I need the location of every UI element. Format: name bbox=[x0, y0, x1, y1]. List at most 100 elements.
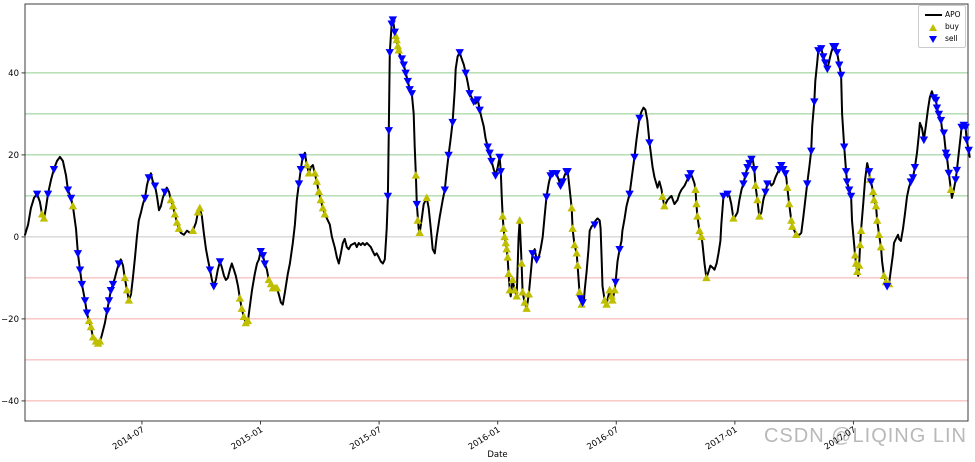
buy-signal-marker bbox=[787, 216, 796, 224]
sell-signal-marker bbox=[473, 96, 482, 104]
sell-signal-marker bbox=[258, 252, 268, 260]
sell-signal-marker bbox=[32, 190, 42, 199]
buy-signal-marker bbox=[415, 228, 424, 236]
sell-signal-marker bbox=[832, 49, 842, 57]
sell-signal-marker bbox=[645, 139, 654, 147]
buy-signal-marker bbox=[850, 250, 860, 259]
sell-signal-marker bbox=[590, 221, 599, 229]
buy-signal-marker bbox=[792, 230, 801, 239]
buy-signal-marker bbox=[413, 216, 422, 224]
buy-signal-marker bbox=[854, 261, 864, 269]
x-tick-label: 2016-01 bbox=[467, 425, 502, 452]
buy-signal-marker bbox=[946, 185, 956, 193]
buy-signal-marker bbox=[691, 185, 700, 193]
legend-label-apo: APO bbox=[945, 10, 961, 20]
watermark: CSDN @LIQING LIN bbox=[763, 425, 967, 447]
sell-signal-marker bbox=[80, 297, 90, 305]
buy-signal-marker bbox=[510, 285, 519, 294]
sell-signal-marker bbox=[931, 96, 941, 105]
buy-signal-marker bbox=[575, 287, 584, 296]
buy-signal-marker bbox=[504, 269, 513, 277]
sell-signal-marker bbox=[294, 180, 304, 188]
sell-signal-marker bbox=[388, 16, 398, 24]
sell-signal-marker bbox=[934, 110, 944, 119]
buy-signal-marker bbox=[784, 199, 794, 208]
buy-signal-marker bbox=[524, 289, 533, 298]
sell-signal-marker bbox=[846, 192, 856, 201]
sell-signal-marker bbox=[140, 194, 150, 203]
buy-signal-marker bbox=[235, 294, 245, 302]
sell-signal-marker bbox=[936, 116, 946, 125]
sell-signal-marker bbox=[102, 307, 112, 316]
sell-signal-marker bbox=[215, 258, 225, 266]
buy-signal-marker bbox=[610, 285, 619, 294]
sell-signal-marker bbox=[495, 153, 504, 162]
sell-signal-marker bbox=[763, 180, 772, 188]
x-tick-label: 2017-07 bbox=[823, 425, 858, 452]
sell-signal-marker bbox=[106, 287, 116, 295]
sell-signal-marker bbox=[487, 157, 496, 166]
sell-signal-marker bbox=[485, 149, 494, 158]
y-tick-label: 40 bbox=[8, 69, 19, 79]
buy-signal-marker bbox=[312, 177, 321, 185]
x-tick-label: 2014-07 bbox=[111, 425, 146, 452]
sell-signal-marker bbox=[942, 153, 952, 162]
sell-signal-marker bbox=[104, 297, 114, 305]
sell-signal-marker bbox=[465, 90, 474, 98]
x-tick-label: 2015-01 bbox=[230, 425, 265, 452]
buy-signal-marker bbox=[568, 224, 577, 232]
sell-signal-marker bbox=[835, 61, 844, 70]
buy-signal-marker bbox=[868, 187, 878, 195]
sell-signal-marker bbox=[761, 188, 770, 197]
sell-signal-marker bbox=[819, 53, 828, 61]
buy-signal-marker bbox=[304, 168, 314, 177]
sell-signal-marker bbox=[882, 282, 892, 291]
buy-signal-marker bbox=[501, 238, 510, 247]
sell-signal-marker bbox=[836, 71, 846, 80]
legend-entry-apo: APO bbox=[923, 9, 961, 21]
buy-signal-marker bbox=[391, 31, 400, 40]
sell-signal-marker bbox=[444, 151, 453, 160]
sell-signal-marker bbox=[821, 59, 830, 68]
buy-signal-marker bbox=[573, 261, 582, 269]
x-tick-label: 2017-01 bbox=[704, 425, 739, 452]
sell-signal-marker bbox=[802, 180, 812, 188]
buy-signal-marker bbox=[168, 201, 178, 210]
sell-signal-marker bbox=[932, 104, 942, 113]
buy-signal-marker bbox=[512, 291, 521, 300]
sell-signal-marker bbox=[816, 45, 826, 53]
legend-label-sell: sell bbox=[945, 34, 958, 44]
sell-signal-marker bbox=[403, 77, 412, 86]
buy-signal-marker bbox=[195, 203, 204, 212]
sell-signal-marker bbox=[209, 282, 218, 291]
legend-entry-sell: sell bbox=[923, 33, 961, 45]
buy-signal-marker bbox=[874, 230, 884, 239]
buy-signal-marker bbox=[243, 316, 253, 325]
buy-signal-marker bbox=[508, 275, 517, 284]
sell-signal-marker bbox=[205, 266, 215, 275]
buy-signal-marker bbox=[522, 304, 531, 312]
buy-signal-marker bbox=[702, 273, 711, 282]
buy-signal-marker bbox=[695, 226, 704, 234]
sell-signal-marker bbox=[961, 123, 970, 132]
buy-signal-marker bbox=[393, 41, 403, 50]
sell-signal-marker bbox=[475, 106, 484, 115]
buy-signal-marker bbox=[753, 195, 762, 204]
buy-signal-marker bbox=[567, 203, 576, 212]
buy-signal-marker bbox=[570, 240, 579, 249]
buy-signal-marker bbox=[879, 271, 889, 280]
sell-signal-marker bbox=[461, 69, 470, 78]
sell-signal-marker bbox=[82, 309, 92, 318]
buy-signal-marker bbox=[411, 170, 421, 179]
buy-signal-marker bbox=[394, 45, 403, 54]
sell-signal-marker bbox=[552, 170, 561, 178]
buy-signal-marker bbox=[788, 222, 797, 230]
buy-signal-marker bbox=[697, 232, 706, 241]
buy-signal-marker bbox=[751, 181, 760, 189]
sell-signal-marker bbox=[625, 190, 634, 199]
buy-signal-marker bbox=[422, 193, 431, 202]
buy-signal-marker bbox=[517, 259, 526, 267]
sell-signal-marker bbox=[919, 136, 929, 145]
sell-signal-marker bbox=[401, 69, 410, 78]
